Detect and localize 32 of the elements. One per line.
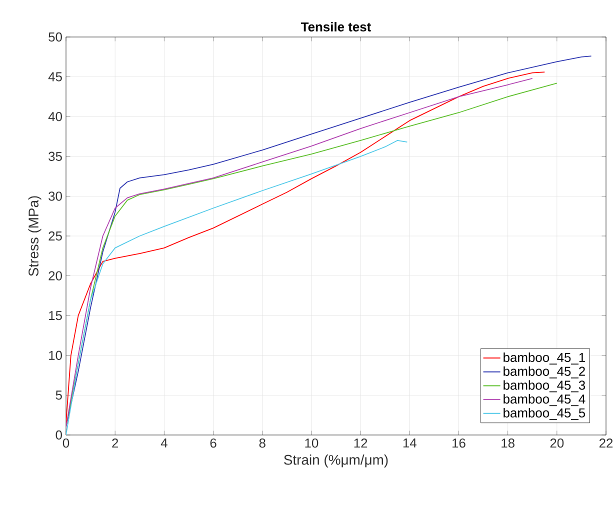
legend-label: bamboo_45_1 [504,352,585,364]
y-tick-label: 0 [56,430,62,440]
x-axis-title: Strain (%μm/μm) [284,454,388,468]
y-tick-label: 15 [49,311,62,320]
chart-title: Tensile test [300,22,371,32]
x-tick-label: 20 [550,438,564,448]
legend-label: bamboo_45_5 [504,408,586,420]
y-tick-label: 20 [48,271,62,280]
legend-label: bamboo_45_4 [504,394,586,406]
x-tick-label: 10 [305,438,318,448]
x-tick-label: 16 [452,438,466,448]
legend-label: bamboo_45_3 [504,380,586,392]
y-tick-label: 35 [48,152,62,161]
y-tick-label: 10 [49,350,62,360]
x-tick-label: 12 [354,438,368,448]
y-tick-label: 5 [56,390,62,400]
y-tick-label: 45 [48,72,62,82]
y-tick-label: 50 [48,32,62,42]
x-tick-label: 22 [599,438,613,448]
y-axis-title: Stress (MPa) [28,196,42,276]
legend-label: bamboo_45_2 [504,366,585,378]
x-tick-label: 14 [403,438,416,448]
y-tick-label: 40 [48,112,62,122]
y-tick-label: 30 [48,192,62,201]
x-tick-label: 2 [112,438,118,448]
x-tick-label: 6 [210,438,216,448]
y-tick-label: 25 [48,231,62,241]
line-series [66,140,408,435]
x-tick-label: 18 [502,438,514,448]
x-tick-label: 4 [160,438,168,448]
x-tick-label: 0 [62,438,70,448]
x-tick-label: 8 [259,438,266,448]
